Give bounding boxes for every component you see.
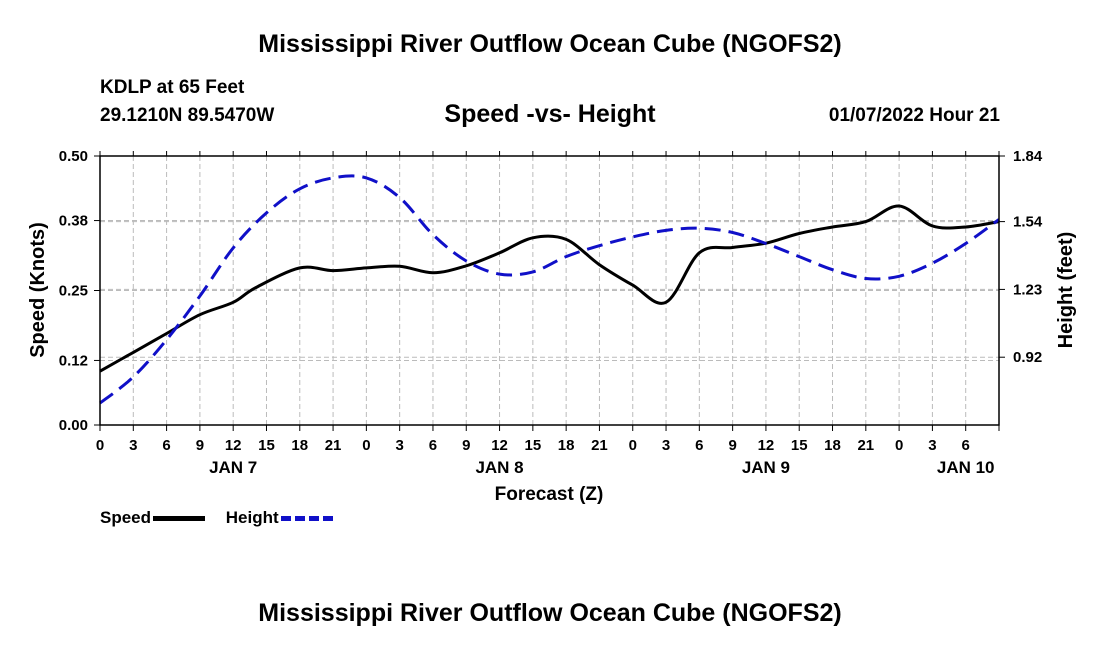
chart-main-title: Mississippi River Outflow Ocean Cube (NG… [258,30,842,58]
y-tick-label: 0.25 [59,283,88,300]
x-tick-label: 9 [728,437,736,454]
day-label: JAN 8 [475,458,523,477]
x-tick-label: 3 [395,437,403,454]
chart-legend: Speed Height [100,508,349,528]
station-label: KDLP at 65 Feet [100,77,245,98]
x-tick-label: 21 [591,437,608,454]
x-tick-label: 3 [928,437,936,454]
speed-series-line [99,204,1000,373]
legend-height-swatch [280,515,333,521]
x-tick-label: 12 [491,437,508,454]
x-tick-label: 9 [462,437,470,454]
legend-item-speed: Speed [100,508,206,528]
x-tick-label: 15 [791,437,808,454]
coordinates-label: 29.1210N 89.5470W [100,105,275,126]
axis-layer: 0 3 6 9 12 15 18 21 0 3 6 9 12 15 18 21 0 3 6 9 12 15 18 21 0 3 6 J… [59,148,1043,477]
y2-tick-label: 1.23 [1013,281,1042,298]
forecast-datetime: 01/07/2022 Hour 21 [828,105,1000,126]
height-series-line [99,174,1000,405]
chart-subtitle: Speed -vs- Height [444,100,656,128]
y-axis-label: Speed (Knots) [27,222,49,358]
y-tick-label: 0.50 [59,148,88,165]
x-axis-label: Forecast (Z) [495,484,604,505]
x-tick-label: 6 [962,437,970,454]
legend-speed-label: Speed [100,508,152,527]
y-tick-label: 0.12 [59,352,88,369]
y2-tick-label: 1.54 [1013,214,1043,231]
legend-height-label: Height [225,508,279,527]
x-tick-label: 6 [162,437,170,454]
day-label: JAN 10 [937,458,995,477]
x-tick-label: 12 [758,437,775,454]
x-tick-label: 0 [96,437,104,454]
x-tick-label: 18 [824,437,841,454]
x-tick-label: 3 [129,437,137,454]
grid-layer [100,155,999,425]
y2-axis-label: Height (feet) [1055,232,1077,349]
x-tick-label: 18 [291,437,308,454]
x-tick-label: 12 [225,437,242,454]
x-tick-label: 6 [695,437,703,454]
legend-speed-swatch [153,515,206,521]
x-tick-label: 3 [662,437,670,454]
day-label: JAN 7 [209,458,257,477]
x-tick-label: 15 [258,437,275,454]
x-tick-label: 21 [325,437,342,454]
y2-tick-label: 0.92 [1013,349,1042,366]
y2-tick-label: 1.84 [1013,148,1043,165]
x-tick-label: 0 [895,437,903,454]
x-tick-label: 15 [525,437,542,454]
y-tick-label: 0.38 [59,213,88,230]
footer-title: Mississippi River Outflow Ocean Cube (NG… [258,599,842,627]
series-layer [99,174,1000,405]
x-tick-label: 6 [429,437,437,454]
legend-item-height: Height [226,508,333,528]
x-tick-label: 9 [196,437,204,454]
y-tick-label: 0.00 [59,417,88,434]
x-tick-label: 18 [558,437,575,454]
day-label: JAN 9 [742,458,790,477]
x-tick-label: 21 [857,437,874,454]
x-tick-label: 0 [362,437,370,454]
x-tick-label: 0 [629,437,637,454]
